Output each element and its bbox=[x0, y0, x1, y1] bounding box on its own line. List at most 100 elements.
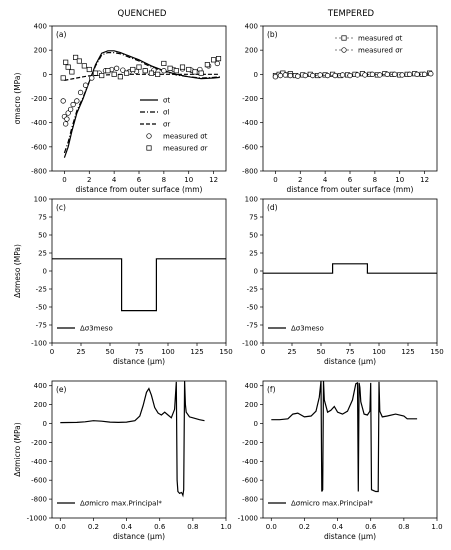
panel-label: (e) bbox=[56, 385, 67, 394]
series-line-e-0 bbox=[60, 381, 205, 498]
panel-label: (b) bbox=[267, 30, 278, 39]
x-tick-label: 50 bbox=[106, 348, 115, 356]
x-tick-label: 0 bbox=[62, 176, 66, 184]
legend-label: σr bbox=[163, 121, 170, 129]
y-axis-label: Δσmicro (MPa) bbox=[13, 422, 22, 476]
legend-marker bbox=[146, 133, 152, 139]
x-tick-label: 8 bbox=[162, 176, 166, 184]
panel-label: (f) bbox=[267, 385, 276, 394]
y-tick-label: 0 bbox=[254, 420, 258, 428]
data-point bbox=[282, 72, 289, 78]
panel-a: 0 2 4 6 8 10 12 -800 -600 -400 -200 0 200 400 distance… bbox=[13, 23, 227, 194]
y-tick-label: 200 bbox=[34, 47, 47, 55]
x-tick-label: 12 bbox=[209, 176, 218, 184]
y-tick-label: 75 bbox=[38, 214, 47, 222]
panel-c: 0 25 50 75 100 125 150-100-75-50-250255075100d… bbox=[13, 196, 233, 367]
panel-f: 0.0 0.2 0.4 0.6 0.8 1.0 -1000 -800 -600 -400 -200 0… bbox=[238, 380, 443, 541]
legend-label: measured σt bbox=[163, 133, 208, 141]
y-axis-label: Δσmeso (MPa) bbox=[13, 244, 22, 298]
x-tick-label: 0 bbox=[273, 176, 277, 184]
data-point bbox=[369, 71, 376, 77]
data-point bbox=[204, 62, 210, 68]
data-point bbox=[120, 67, 126, 73]
legend-entry: σt bbox=[140, 97, 170, 105]
y-tick-label: -1000 bbox=[27, 515, 47, 523]
data-point bbox=[136, 64, 142, 70]
data-point bbox=[192, 69, 198, 75]
y-tick-label: 50 bbox=[38, 232, 47, 240]
x-tick-label: 0.2 bbox=[88, 523, 99, 531]
x-tick-label: 75 bbox=[135, 348, 144, 356]
x-tick-label: 0.6 bbox=[365, 523, 377, 531]
x-tick-label: 50 bbox=[317, 348, 326, 356]
x-tick-label: 4 bbox=[323, 176, 328, 184]
y-tick-label: 0 bbox=[43, 420, 47, 428]
data-point bbox=[332, 72, 338, 79]
series-line-a-0 bbox=[63, 50, 220, 158]
data-point bbox=[179, 64, 186, 70]
x-tick-label: 2 bbox=[87, 176, 91, 184]
y-tick-label: 25 bbox=[38, 250, 47, 258]
legend-label: measured σr bbox=[358, 47, 403, 55]
panel-label: (c) bbox=[56, 203, 66, 212]
y-axis-label: σmacro (MPa) bbox=[13, 73, 22, 125]
y-tick-label: -600 bbox=[31, 477, 47, 485]
y-tick-label: 100 bbox=[34, 196, 47, 204]
data-point bbox=[148, 70, 154, 76]
panel-b: 0 2 4 6 8 10 12 -800 -600 -400 -200 0 200 400 distance… bbox=[242, 23, 438, 194]
panel-e: 0.0 0.2 0.4 0.6 0.8 1.0 -1000 -800 -600 -400 -200 0… bbox=[13, 380, 232, 541]
x-axis-label: distance (μm) bbox=[324, 357, 376, 366]
y-tick-label: 0 bbox=[43, 71, 47, 79]
y-tick-label: 400 bbox=[245, 382, 258, 390]
data-point bbox=[142, 68, 148, 74]
data-point bbox=[81, 63, 87, 69]
x-tick-label: 2 bbox=[298, 176, 302, 184]
data-point bbox=[82, 82, 89, 88]
y-tick-label: 400 bbox=[34, 382, 47, 390]
legend-label: Δσmicro max.Principal* bbox=[80, 500, 162, 508]
y-tick-label: -200 bbox=[31, 439, 47, 447]
data-point bbox=[399, 72, 405, 78]
legend-label: Δσmicro max.Principal* bbox=[291, 500, 373, 508]
legend-label: measured σt bbox=[358, 35, 403, 43]
data-point bbox=[421, 71, 428, 77]
x-tick-label: 0.4 bbox=[332, 523, 344, 531]
axes-frame-e bbox=[51, 380, 227, 519]
y-tick-label: 100 bbox=[245, 196, 258, 204]
x-axis-label: distance from outer surface (mm) bbox=[76, 185, 203, 194]
x-tick-label: 100 bbox=[372, 348, 385, 356]
data-point bbox=[67, 106, 74, 113]
x-tick-label: 0 bbox=[50, 348, 54, 356]
y-tick-label: 75 bbox=[249, 214, 258, 222]
x-tick-label: 12 bbox=[420, 176, 429, 184]
x-tick-label: 6 bbox=[348, 176, 353, 184]
data-point bbox=[130, 66, 136, 73]
y-tick-label: -800 bbox=[242, 496, 258, 504]
data-point bbox=[302, 72, 308, 79]
legend-label: Δσ3meso bbox=[80, 325, 113, 333]
y-tick-label: -800 bbox=[242, 168, 258, 176]
x-tick-label: 150 bbox=[430, 348, 443, 356]
series-line-a-2 bbox=[64, 73, 220, 81]
y-tick-label: -600 bbox=[31, 143, 47, 151]
y-tick-label: -800 bbox=[31, 496, 47, 504]
series-line-c-0 bbox=[52, 258, 226, 312]
data-point bbox=[60, 75, 66, 81]
data-point bbox=[277, 72, 284, 79]
data-point bbox=[347, 72, 353, 79]
column-title-quenched: QUENCHED bbox=[118, 9, 167, 19]
data-point bbox=[310, 72, 316, 79]
x-tick-label: 25 bbox=[77, 348, 86, 356]
axes-frame-c bbox=[51, 198, 227, 344]
y-tick-label: -75 bbox=[36, 322, 47, 330]
y-tick-label: -400 bbox=[242, 458, 258, 466]
data-point bbox=[60, 98, 66, 104]
data-point bbox=[392, 71, 398, 77]
x-tick-label: 0.8 bbox=[187, 523, 198, 531]
data-point bbox=[69, 69, 75, 75]
y-tick-label: -50 bbox=[36, 304, 47, 312]
y-tick-label: -100 bbox=[31, 340, 47, 348]
x-axis-label: distance (μm) bbox=[113, 357, 165, 366]
data-point bbox=[76, 58, 82, 64]
